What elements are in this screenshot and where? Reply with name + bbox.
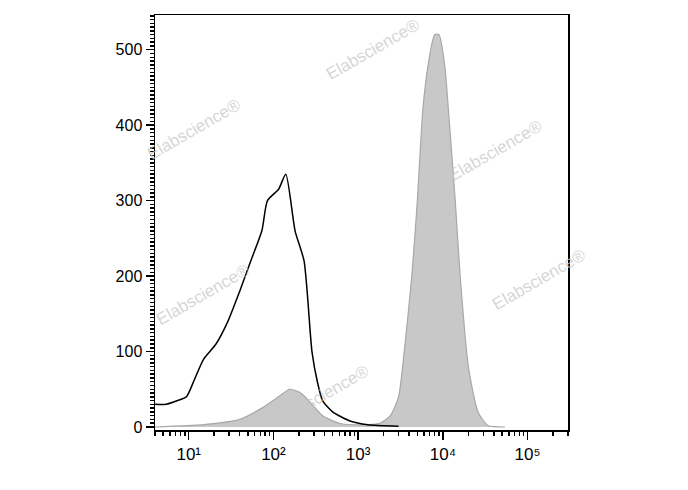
svg-text:Elabscience®: Elabscience®	[489, 245, 589, 314]
svg-text:10¹: 10¹	[176, 445, 201, 464]
svg-text:Elabscience®: Elabscience®	[153, 260, 253, 329]
svg-text:Elabscience®: Elabscience®	[272, 361, 372, 430]
svg-text:200: 200	[116, 268, 143, 285]
svg-text:10³: 10³	[346, 445, 371, 464]
svg-text:10²: 10²	[261, 445, 286, 464]
svg-text:100: 100	[116, 343, 143, 360]
svg-text:10⁵: 10⁵	[515, 445, 541, 464]
svg-text:400: 400	[116, 117, 143, 134]
svg-text:0: 0	[133, 419, 142, 436]
svg-text:500: 500	[116, 41, 143, 58]
svg-text:10⁴: 10⁴	[430, 445, 456, 464]
svg-text:Elabscience®: Elabscience®	[144, 95, 244, 164]
svg-text:Elabscience®: Elabscience®	[323, 15, 423, 84]
svg-text:Elabscience®: Elabscience®	[446, 116, 546, 185]
svg-text:300: 300	[116, 192, 143, 209]
